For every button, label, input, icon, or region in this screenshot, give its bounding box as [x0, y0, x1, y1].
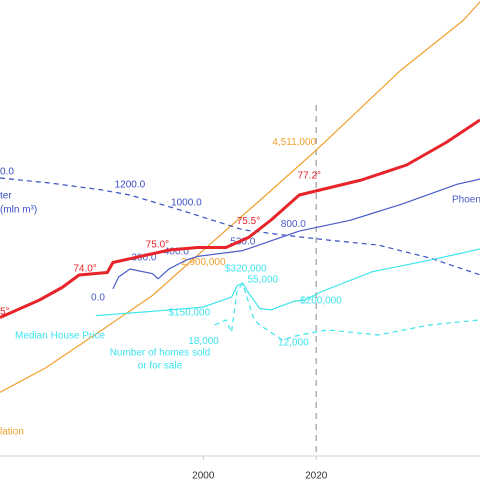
value-label: 77.2° — [298, 171, 321, 182]
value-label: 18,000 — [188, 336, 219, 347]
value-label: 74.0° — [73, 264, 96, 275]
value-label: 1000.0 — [171, 198, 202, 209]
x-tick-label: 2020 — [305, 471, 328, 480]
value-label: 4,511,000 — [272, 137, 316, 148]
value-label: 300.0 — [131, 253, 156, 264]
value-label: 12,000 — [278, 338, 309, 349]
value-label: 0.0 — [91, 293, 105, 304]
series-line — [0, 177, 480, 276]
value-label: $200,000 — [300, 296, 342, 307]
series-line — [95, 248, 480, 317]
series-name: Phoeni — [452, 195, 480, 206]
series-name: lation — [0, 427, 24, 438]
value-label: 1200.0 — [115, 180, 146, 191]
x-tick-label: 2000 — [192, 471, 215, 480]
series-line — [214, 283, 480, 341]
series-name: (mln m³) — [0, 205, 37, 216]
value-label: 400.0 — [164, 247, 189, 258]
series-name: Median House Price — [15, 331, 105, 342]
series-name: or for sale — [138, 361, 183, 372]
value-label: 2,900,000 — [181, 257, 226, 268]
series-line — [112, 178, 480, 290]
annotation: 0.0 — [0, 167, 14, 178]
value-label: 75.0° — [146, 240, 169, 251]
value-label: $150,000 — [168, 308, 210, 319]
series-line — [0, 118, 480, 319]
series-name: ter — [0, 191, 12, 202]
value-label: $320,000 — [225, 264, 267, 275]
series-name: Number of homes sold — [110, 348, 211, 359]
series-line — [0, 1, 480, 393]
value-label: 800.0 — [281, 219, 306, 230]
value-label: 530.0 — [230, 236, 255, 247]
value-label: 75.5° — [237, 216, 260, 227]
value-label: 55,000 — [248, 275, 279, 286]
annotation: 5° — [0, 307, 10, 318]
